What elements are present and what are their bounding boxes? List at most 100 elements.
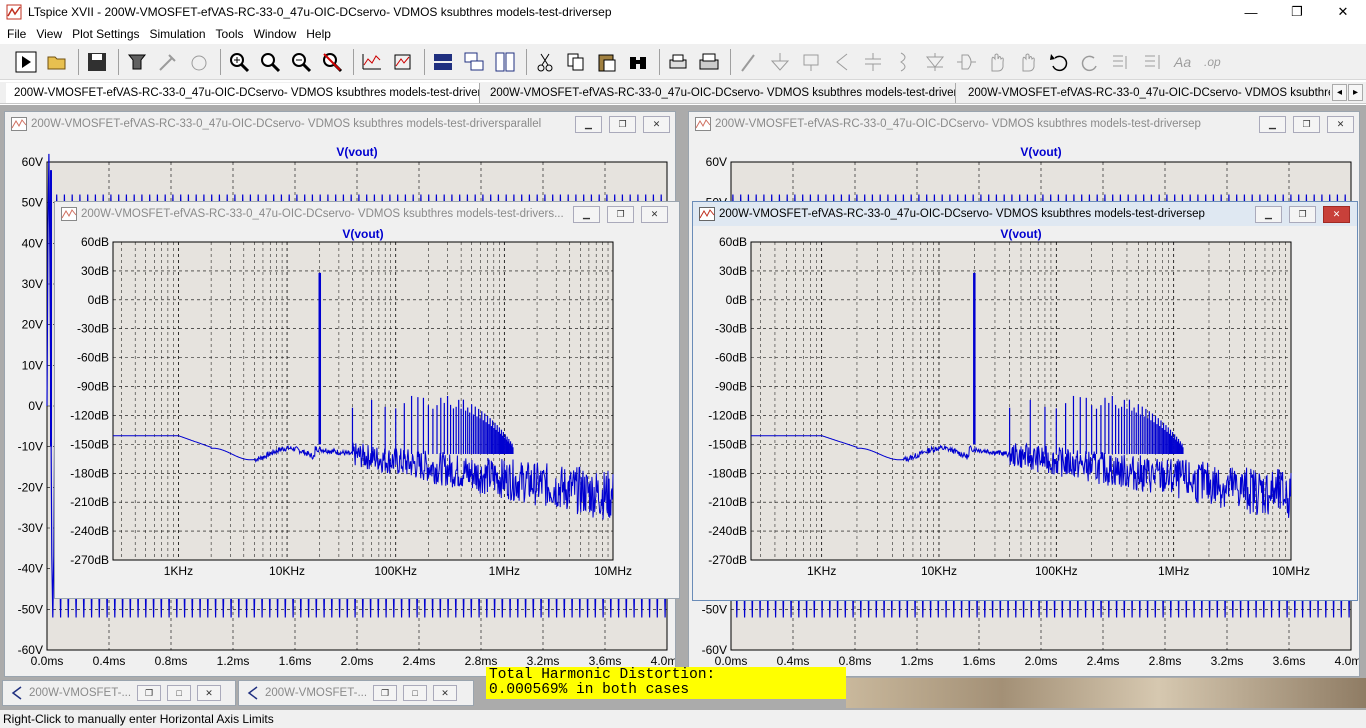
redo-icon[interactable] — [1076, 48, 1104, 76]
find-icon[interactable] — [624, 48, 652, 76]
autorange-icon[interactable] — [358, 48, 386, 76]
pan-hand-icon[interactable] — [185, 48, 213, 76]
tab-schematic-2[interactable]: 200W-VMOSFET-efVAS-RC-33-0_47u-OIC-DCser… — [482, 83, 956, 103]
minimized-window-2[interactable]: 200W-VMOSFET-... ❐ □ ✕ — [238, 680, 474, 706]
cut-icon[interactable] — [531, 48, 559, 76]
component-icon[interactable] — [952, 48, 980, 76]
probe-icon[interactable] — [154, 48, 182, 76]
window-restore-button[interactable]: ❐ — [137, 685, 162, 701]
window-restore-button[interactable]: ❐ — [1289, 206, 1316, 223]
run-icon[interactable] — [12, 48, 40, 76]
close-button[interactable]: ✕ — [1337, 4, 1349, 19]
fft-window-left[interactable]: 200W-VMOSFET-efVAS-RC-33-0_47u-OIC-DCser… — [54, 201, 680, 599]
x-tick-label: 3.6ms — [589, 654, 622, 668]
print-icon[interactable] — [695, 48, 723, 76]
menu-tools[interactable]: Tools — [215, 26, 244, 41]
fit-icon[interactable] — [389, 48, 417, 76]
window-maximize-button[interactable]: □ — [167, 685, 192, 701]
window-close-button[interactable]: ✕ — [643, 116, 670, 133]
minimize-button[interactable]: — — [1244, 4, 1258, 20]
tab-schematic-1[interactable]: 200W-VMOSFET-efVAS-RC-33-0_47u-OIC-DCser… — [6, 83, 480, 103]
zoom-in-icon[interactable] — [225, 48, 253, 76]
window-title: LTspice XVII - 200W-VMOSFET-efVAS-RC-33-… — [28, 5, 612, 19]
menu-simulation[interactable]: Simulation — [149, 26, 206, 41]
label-icon[interactable] — [797, 48, 825, 76]
window-close-button[interactable]: ✕ — [197, 685, 222, 701]
fft-window-right[interactable]: 200W-VMOSFET-efVAS-RC-33-0_47u-OIC-DCser… — [692, 201, 1358, 601]
tile-horizontal-icon[interactable] — [429, 48, 457, 76]
zoom-area-icon[interactable] — [256, 48, 284, 76]
window-titlebar[interactable]: 200W-VMOSFET-efVAS-RC-33-0_47u-OIC-DCser… — [5, 112, 675, 136]
status-bar: Right-Click to manually enter Horizontal… — [0, 710, 1366, 728]
fft-plot-left[interactable]: V(vout) 60dB 30dB 0dB -30dB -60dB -90dB -120dB -… — [55, 226, 679, 598]
drag-icon[interactable] — [1014, 48, 1042, 76]
title-bar: LTspice XVII - 200W-VMOSFET-efVAS-RC-33-… — [0, 0, 1366, 24]
menu-file[interactable]: File — [7, 26, 27, 41]
menu-window[interactable]: Window — [253, 26, 297, 41]
window-titlebar[interactable]: 200W-VMOSFET-efVAS-RC-33-0_47u-OIC-DCser… — [55, 202, 679, 226]
window-restore-button[interactable]: ❐ — [607, 206, 634, 223]
menu-help[interactable]: Help — [306, 26, 331, 41]
window-restore-button[interactable]: ❐ — [609, 116, 636, 133]
text-icon[interactable]: Aa — [1169, 48, 1197, 76]
window-minimize-button[interactable]: ▁ — [1255, 206, 1282, 223]
minimized-window-1[interactable]: 200W-VMOSFET-... ❐ □ ✕ — [2, 680, 236, 706]
zoom-out-icon[interactable] — [287, 48, 315, 76]
tab-schematic-3[interactable]: 200W-VMOSFET-efVAS-RC-33-0_47u-OIC-DCser… — [960, 83, 1330, 103]
cascade-icon[interactable] — [460, 48, 488, 76]
y-tick-label: -180dB — [70, 466, 109, 480]
window-maximize-button[interactable]: □ — [403, 685, 428, 701]
window-close-button[interactable]: ✕ — [1327, 116, 1354, 133]
waveform-icon — [11, 117, 27, 131]
window-close-button[interactable]: ✕ — [1323, 206, 1350, 223]
tile-vertical-icon[interactable] — [491, 48, 519, 76]
mirror-icon[interactable] — [1138, 48, 1166, 76]
window-minimize-button[interactable]: ▁ — [573, 206, 600, 223]
spice-directive-icon[interactable]: .op — [1200, 48, 1228, 76]
waveform-icon — [61, 207, 77, 221]
diode-icon[interactable] — [921, 48, 949, 76]
rotate-icon[interactable] — [1107, 48, 1135, 76]
window-restore-button[interactable]: ❐ — [373, 685, 398, 701]
inductor-icon[interactable] — [890, 48, 918, 76]
window-close-button[interactable]: ✕ — [641, 206, 668, 223]
x-tick-label: 0.0ms — [31, 654, 64, 668]
x-tick-label: 1.6ms — [963, 654, 996, 668]
move-icon[interactable] — [983, 48, 1011, 76]
print-preview-icon[interactable] — [664, 48, 692, 76]
window-close-button[interactable]: ✕ — [433, 685, 458, 701]
fft-plot-right[interactable]: V(vout) 60dB 30dB 0dB -30dB -60dB -90dB -120dB -… — [693, 226, 1357, 600]
tab-scroll-left-button[interactable]: ◂ — [1332, 84, 1347, 101]
control-panel-icon[interactable] — [123, 48, 151, 76]
x-tick-label: 1MHz — [1158, 564, 1189, 578]
x-tick-label: 1.6ms — [279, 654, 312, 668]
maximize-button[interactable]: ❐ — [1291, 4, 1303, 19]
window-minimize-button[interactable]: ▁ — [1259, 116, 1286, 133]
ground-icon[interactable] — [766, 48, 794, 76]
capacitor-icon[interactable] — [859, 48, 887, 76]
x-tick-label: 10KHz — [269, 564, 305, 578]
tab-scroll-right-button[interactable]: ▸ — [1348, 84, 1363, 101]
x-tick-label: 2.0ms — [1025, 654, 1058, 668]
copy-icon[interactable] — [562, 48, 590, 76]
minimized-window-title: 200W-VMOSFET-... — [265, 687, 368, 699]
window-restore-button[interactable]: ❐ — [1293, 116, 1320, 133]
zoom-cancel-icon[interactable] — [318, 48, 346, 76]
undo-icon[interactable] — [1045, 48, 1073, 76]
paste-icon[interactable] — [593, 48, 621, 76]
wire-icon[interactable] — [735, 48, 763, 76]
x-tick-label: 3.6ms — [1273, 654, 1306, 668]
toolbar-separator — [118, 48, 119, 75]
window-titlebar[interactable]: 200W-VMOSFET-efVAS-RC-33-0_47u-OIC-DCser… — [693, 202, 1357, 226]
y-tick-label: 60dB — [719, 235, 747, 249]
menu-plot-settings[interactable]: Plot Settings — [72, 26, 140, 41]
save-icon[interactable] — [83, 48, 111, 76]
toolbar-separator — [659, 48, 660, 75]
menu-view[interactable]: View — [36, 26, 63, 41]
resistor-icon[interactable] — [828, 48, 856, 76]
window-minimize-button[interactable]: ▁ — [575, 116, 602, 133]
y-tick-label: -90dB — [77, 380, 109, 394]
open-icon[interactable] — [43, 48, 71, 76]
window-titlebar[interactable]: 200W-VMOSFET-efVAS-RC-33-0_47u-OIC-DCser… — [689, 112, 1359, 136]
schematic-icon — [247, 686, 258, 700]
